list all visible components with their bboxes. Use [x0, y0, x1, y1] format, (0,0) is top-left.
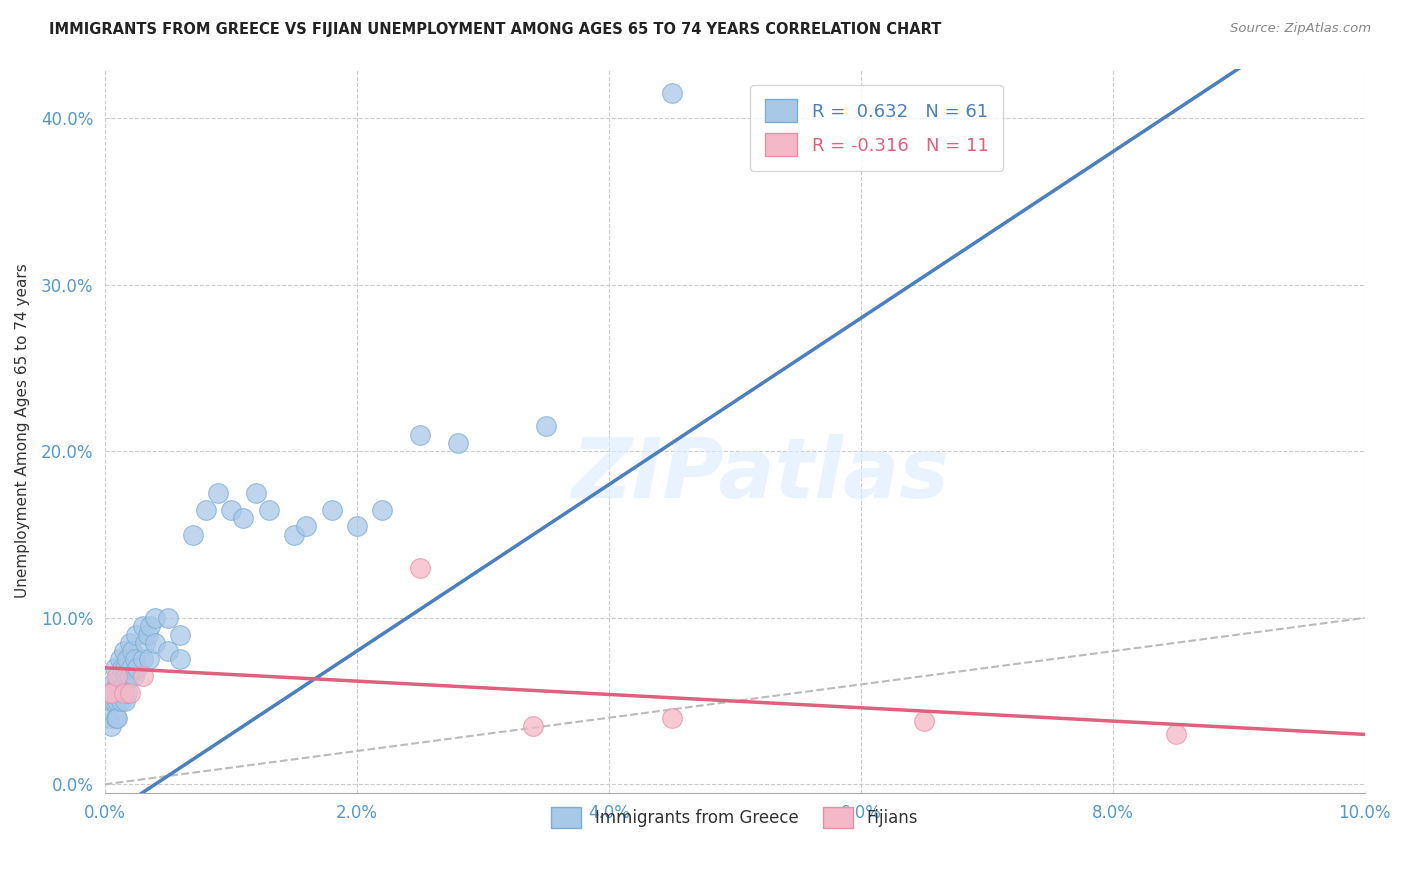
- Point: [346, 519, 368, 533]
- Point: [112, 677, 135, 691]
- Point: [409, 561, 432, 575]
- Point: [122, 669, 145, 683]
- Point: [110, 694, 132, 708]
- Point: [127, 661, 149, 675]
- Point: [111, 661, 134, 675]
- Point: [257, 502, 280, 516]
- Point: [104, 661, 127, 675]
- Point: [100, 719, 122, 733]
- Point: [181, 527, 204, 541]
- Text: Source: ZipAtlas.com: Source: ZipAtlas.com: [1230, 22, 1371, 36]
- Point: [131, 652, 153, 666]
- Point: [115, 669, 138, 683]
- Point: [131, 669, 153, 683]
- Point: [295, 519, 318, 533]
- Point: [101, 677, 124, 691]
- Point: [105, 711, 128, 725]
- Point: [118, 636, 141, 650]
- Point: [97, 686, 120, 700]
- Point: [194, 502, 217, 516]
- Point: [136, 627, 159, 641]
- Point: [1164, 727, 1187, 741]
- Point: [118, 686, 141, 700]
- Point: [207, 486, 229, 500]
- Point: [105, 711, 128, 725]
- Point: [245, 486, 267, 500]
- Point: [522, 719, 544, 733]
- Point: [156, 644, 179, 658]
- Point: [131, 619, 153, 633]
- Point: [534, 419, 557, 434]
- Point: [169, 627, 191, 641]
- Y-axis label: Unemployment Among Ages 65 to 74 years: Unemployment Among Ages 65 to 74 years: [15, 263, 30, 598]
- Point: [134, 636, 156, 650]
- Point: [169, 652, 191, 666]
- Point: [138, 652, 160, 666]
- Point: [105, 669, 128, 683]
- Point: [124, 652, 146, 666]
- Point: [100, 686, 122, 700]
- Text: ZIPatlas: ZIPatlas: [571, 434, 949, 515]
- Point: [143, 636, 166, 650]
- Point: [97, 711, 120, 725]
- Point: [912, 714, 935, 728]
- Point: [111, 686, 134, 700]
- Point: [105, 677, 128, 691]
- Point: [121, 644, 143, 658]
- Point: [112, 686, 135, 700]
- Point: [103, 694, 125, 708]
- Point: [117, 652, 139, 666]
- Point: [118, 669, 141, 683]
- Point: [104, 686, 127, 700]
- Point: [110, 669, 132, 683]
- Text: IMMIGRANTS FROM GREECE VS FIJIAN UNEMPLOYMENT AMONG AGES 65 TO 74 YEARS CORRELAT: IMMIGRANTS FROM GREECE VS FIJIAN UNEMPLO…: [49, 22, 942, 37]
- Point: [139, 619, 162, 633]
- Point: [232, 511, 254, 525]
- Point: [446, 436, 468, 450]
- Point: [125, 627, 148, 641]
- Point: [219, 502, 242, 516]
- Point: [112, 644, 135, 658]
- Point: [661, 87, 683, 101]
- Point: [114, 694, 136, 708]
- Point: [118, 669, 141, 683]
- Point: [120, 661, 142, 675]
- Point: [321, 502, 343, 516]
- Point: [661, 711, 683, 725]
- Legend: Immigrants from Greece, Fijians: Immigrants from Greece, Fijians: [544, 800, 925, 835]
- Point: [156, 611, 179, 625]
- Point: [108, 686, 131, 700]
- Point: [108, 652, 131, 666]
- Point: [371, 502, 394, 516]
- Point: [114, 661, 136, 675]
- Point: [105, 694, 128, 708]
- Point: [143, 611, 166, 625]
- Point: [283, 527, 305, 541]
- Point: [117, 686, 139, 700]
- Point: [100, 694, 122, 708]
- Point: [409, 427, 432, 442]
